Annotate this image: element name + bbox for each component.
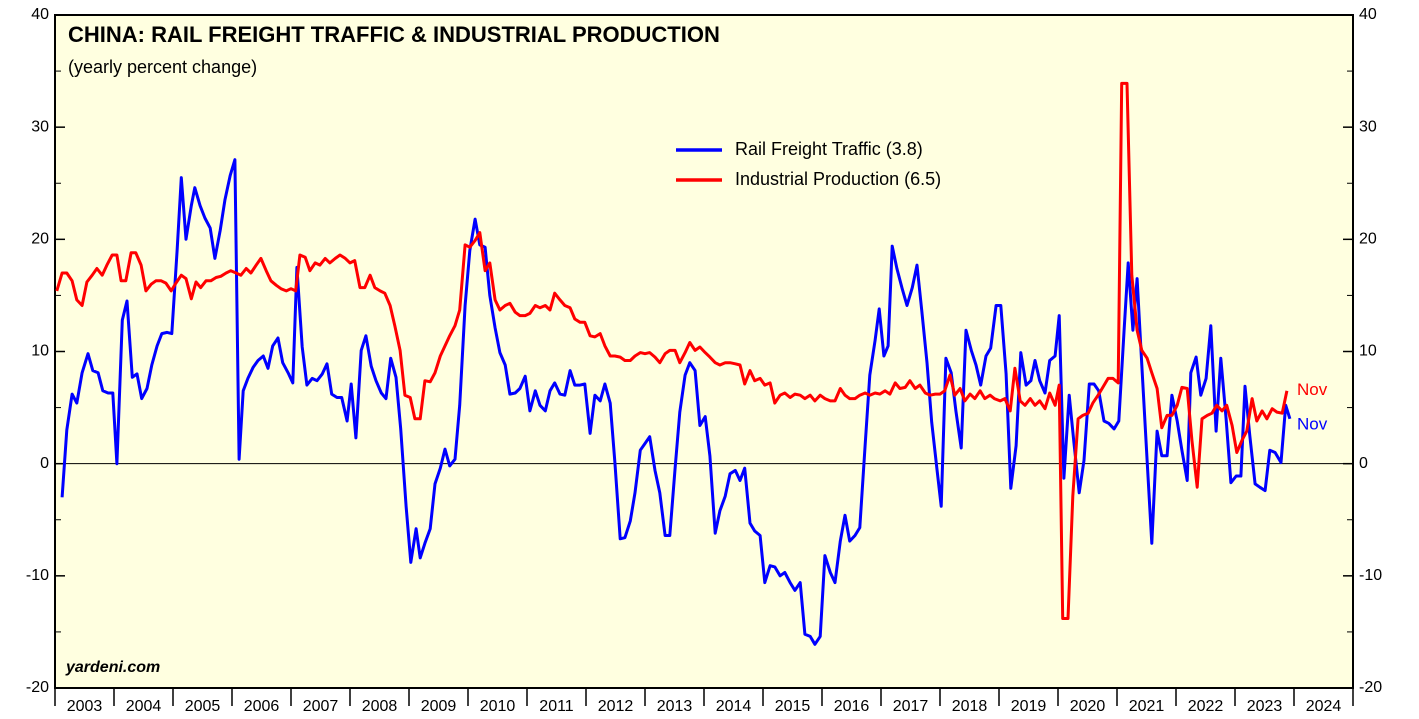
x-tick-label: 2024 [1306,698,1342,715]
x-tick-label: 2010 [480,698,516,715]
series-line [55,81,1289,620]
x-tick-label: 2003 [67,698,103,715]
y-tick-label: -20 [26,679,49,696]
chart-title: CHINA: RAIL FREIGHT TRAFFIC & INDUSTRIAL… [68,22,720,47]
y-tick-label: 0 [40,455,49,472]
x-tick-label: 2006 [244,698,280,715]
chart-subtitle: (yearly percent change) [68,57,257,77]
y-tick-label-right: 30 [1359,118,1377,135]
x-tick-label: 2021 [1129,698,1165,715]
series-line [60,158,1292,646]
x-tick-label: 2019 [1011,698,1047,715]
credit: yardeni.com [65,659,160,676]
y-tick-label-right: 20 [1359,231,1377,248]
x-tick-label: 2005 [185,698,221,715]
end-label: Nov [1297,414,1328,433]
x-tick-label: 2023 [1247,698,1283,715]
end-label: Nov [1297,380,1328,399]
x-tick-label: 2017 [893,698,929,715]
y-tick-label: -10 [26,567,49,584]
legend-label: Rail Freight Traffic (3.8) [735,139,923,159]
x-tick-label: 2004 [126,698,162,715]
y-tick-label-right: 40 [1359,6,1377,23]
x-tick-label: 2018 [952,698,988,715]
y-tick-label: 40 [31,6,49,23]
legend-label: Industrial Production (6.5) [735,169,941,189]
y-tick-label: 10 [31,343,49,360]
x-tick-label: 2007 [303,698,339,715]
x-tick-label: 2012 [598,698,634,715]
x-tick-label: 2016 [834,698,870,715]
x-tick-label: 2009 [421,698,457,715]
x-tick-label: 2022 [1188,698,1224,715]
x-tick-label: 2013 [657,698,693,715]
x-tick-label: 2015 [775,698,811,715]
y-tick-label: 20 [31,231,49,248]
y-tick-label: 30 [31,118,49,135]
x-tick-label: 2008 [362,698,398,715]
x-tick-label: 2020 [1070,698,1106,715]
y-tick-label-right: 0 [1359,455,1368,472]
y-tick-label-right: -10 [1359,567,1382,584]
y-tick-label-right: 10 [1359,343,1377,360]
x-tick-label: 2011 [539,698,574,715]
x-tick-label: 2014 [716,698,752,715]
y-tick-label-right: -20 [1359,679,1382,696]
